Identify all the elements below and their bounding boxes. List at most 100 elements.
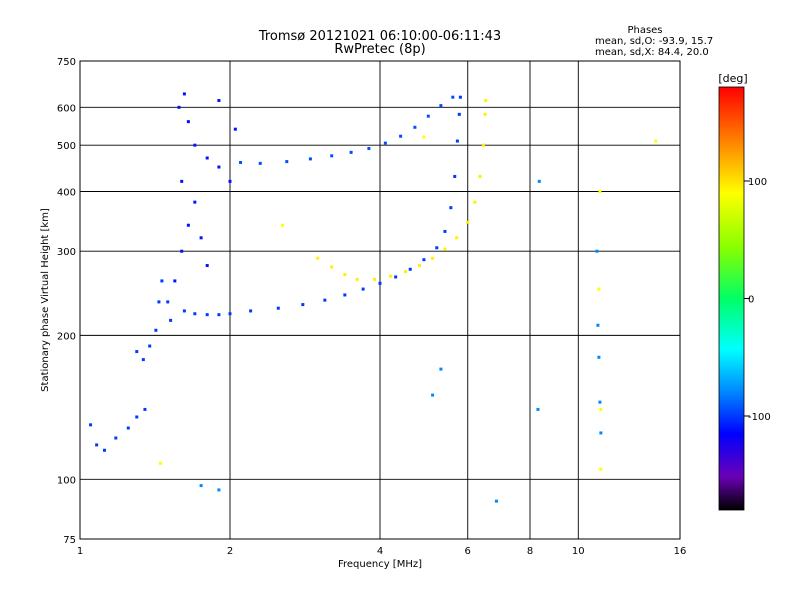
echo-point [285, 160, 289, 164]
echo-point [349, 150, 353, 154]
echo-point [595, 249, 599, 253]
echo-point [308, 157, 312, 161]
echo-point [141, 358, 145, 362]
echo-point [399, 134, 403, 138]
echo-point [367, 147, 371, 151]
echo-point [355, 277, 359, 281]
echo-point [180, 179, 184, 183]
echo-point [301, 303, 305, 307]
echo-point [169, 318, 173, 322]
echo-point [457, 112, 461, 116]
echo-point [378, 281, 382, 285]
echo-point [186, 223, 190, 227]
echo-point [217, 488, 221, 492]
echo-point [205, 156, 209, 160]
chart-subtitle: RwPretec (8p) [334, 42, 425, 57]
echo-point [537, 179, 541, 183]
echo-point [281, 223, 285, 227]
echo-point [160, 279, 164, 283]
echo-point [343, 293, 347, 297]
y-tick-label: 400 [57, 187, 76, 198]
echo-point [182, 92, 186, 96]
colorbar-tick-label: -100 [748, 412, 771, 423]
echo-point [180, 249, 184, 253]
echo-point [126, 426, 130, 430]
x-tick-label: 10 [572, 546, 585, 557]
stats-line-o: mean, sd,O: -93.9, 15.7 [595, 36, 713, 47]
colorbar-ticks: 100 0 -100 [744, 177, 771, 423]
echo-point [233, 127, 237, 131]
echo-point [466, 220, 470, 224]
echo-point [89, 423, 93, 427]
echo-point [455, 139, 459, 143]
echo-point [135, 350, 139, 354]
echo-point [598, 189, 602, 193]
echo-point [276, 306, 280, 310]
echo-point [330, 265, 334, 269]
y-tick-label: 200 [57, 331, 76, 342]
colorbar-label: [deg] [718, 72, 747, 85]
echo-point [494, 499, 498, 503]
echo-point [186, 120, 190, 124]
echo-point [383, 141, 387, 145]
echo-point [483, 112, 487, 116]
y-axis-ticks: 75 100 200 300 400 500 600 750 [57, 57, 76, 546]
stats-heading: Phases [627, 25, 662, 36]
echo-point [239, 160, 243, 164]
echo-point [455, 236, 459, 240]
colorbar-tick-label: 0 [748, 295, 754, 306]
echo-point [316, 256, 320, 260]
echo-point [205, 313, 209, 317]
echo-point [361, 287, 365, 291]
echo-point [182, 309, 186, 313]
x-tick-label: 6 [465, 546, 471, 557]
x-axis-ticks: 1 2 4 6 8 10 16 [77, 546, 687, 557]
echo-point [103, 448, 107, 452]
echo-point [166, 300, 170, 304]
echo-point [596, 323, 600, 327]
echo-point [597, 287, 601, 291]
echo-point [449, 206, 453, 210]
y-tick-label: 75 [63, 535, 76, 546]
echo-point [199, 484, 203, 488]
echo-point [330, 154, 334, 158]
echo-point [148, 344, 152, 348]
echo-point [431, 393, 435, 397]
y-tick-label: 600 [57, 103, 76, 114]
y-tick-label: 300 [57, 247, 76, 258]
echo-point [95, 443, 99, 447]
y-tick-label: 750 [57, 57, 76, 68]
echo-point [453, 174, 457, 178]
echo-point [413, 125, 417, 129]
echo-point [228, 312, 232, 316]
echo-point [217, 165, 221, 169]
echo-point [258, 161, 262, 165]
echo-point [173, 279, 177, 283]
echo-point [205, 264, 209, 268]
echo-point [199, 236, 203, 240]
echo-point [439, 104, 443, 108]
echo-point [343, 273, 347, 277]
echo-point [458, 95, 462, 99]
echo-point [599, 407, 603, 411]
echo-point [394, 275, 398, 279]
echo-point [217, 313, 221, 317]
echo-point [323, 298, 327, 302]
x-axis-label: Frequency [MHz] [338, 559, 422, 570]
echo-point [249, 309, 253, 313]
echo-point [439, 367, 443, 371]
echo-point [435, 246, 439, 250]
x-tick-label: 2 [227, 546, 233, 557]
echo-point [403, 270, 407, 274]
echo-point [157, 300, 161, 304]
echo-point [443, 229, 447, 233]
stats-line-x: mean, sd,X: 84.4, 20.0 [595, 47, 709, 58]
echo-point [114, 436, 118, 440]
echo-point [373, 277, 377, 281]
echo-point [422, 135, 426, 139]
echo-point [193, 312, 197, 316]
echo-point [154, 328, 158, 332]
echo-point [443, 247, 447, 251]
echo-point [654, 139, 658, 143]
y-tick-label: 500 [57, 141, 76, 152]
